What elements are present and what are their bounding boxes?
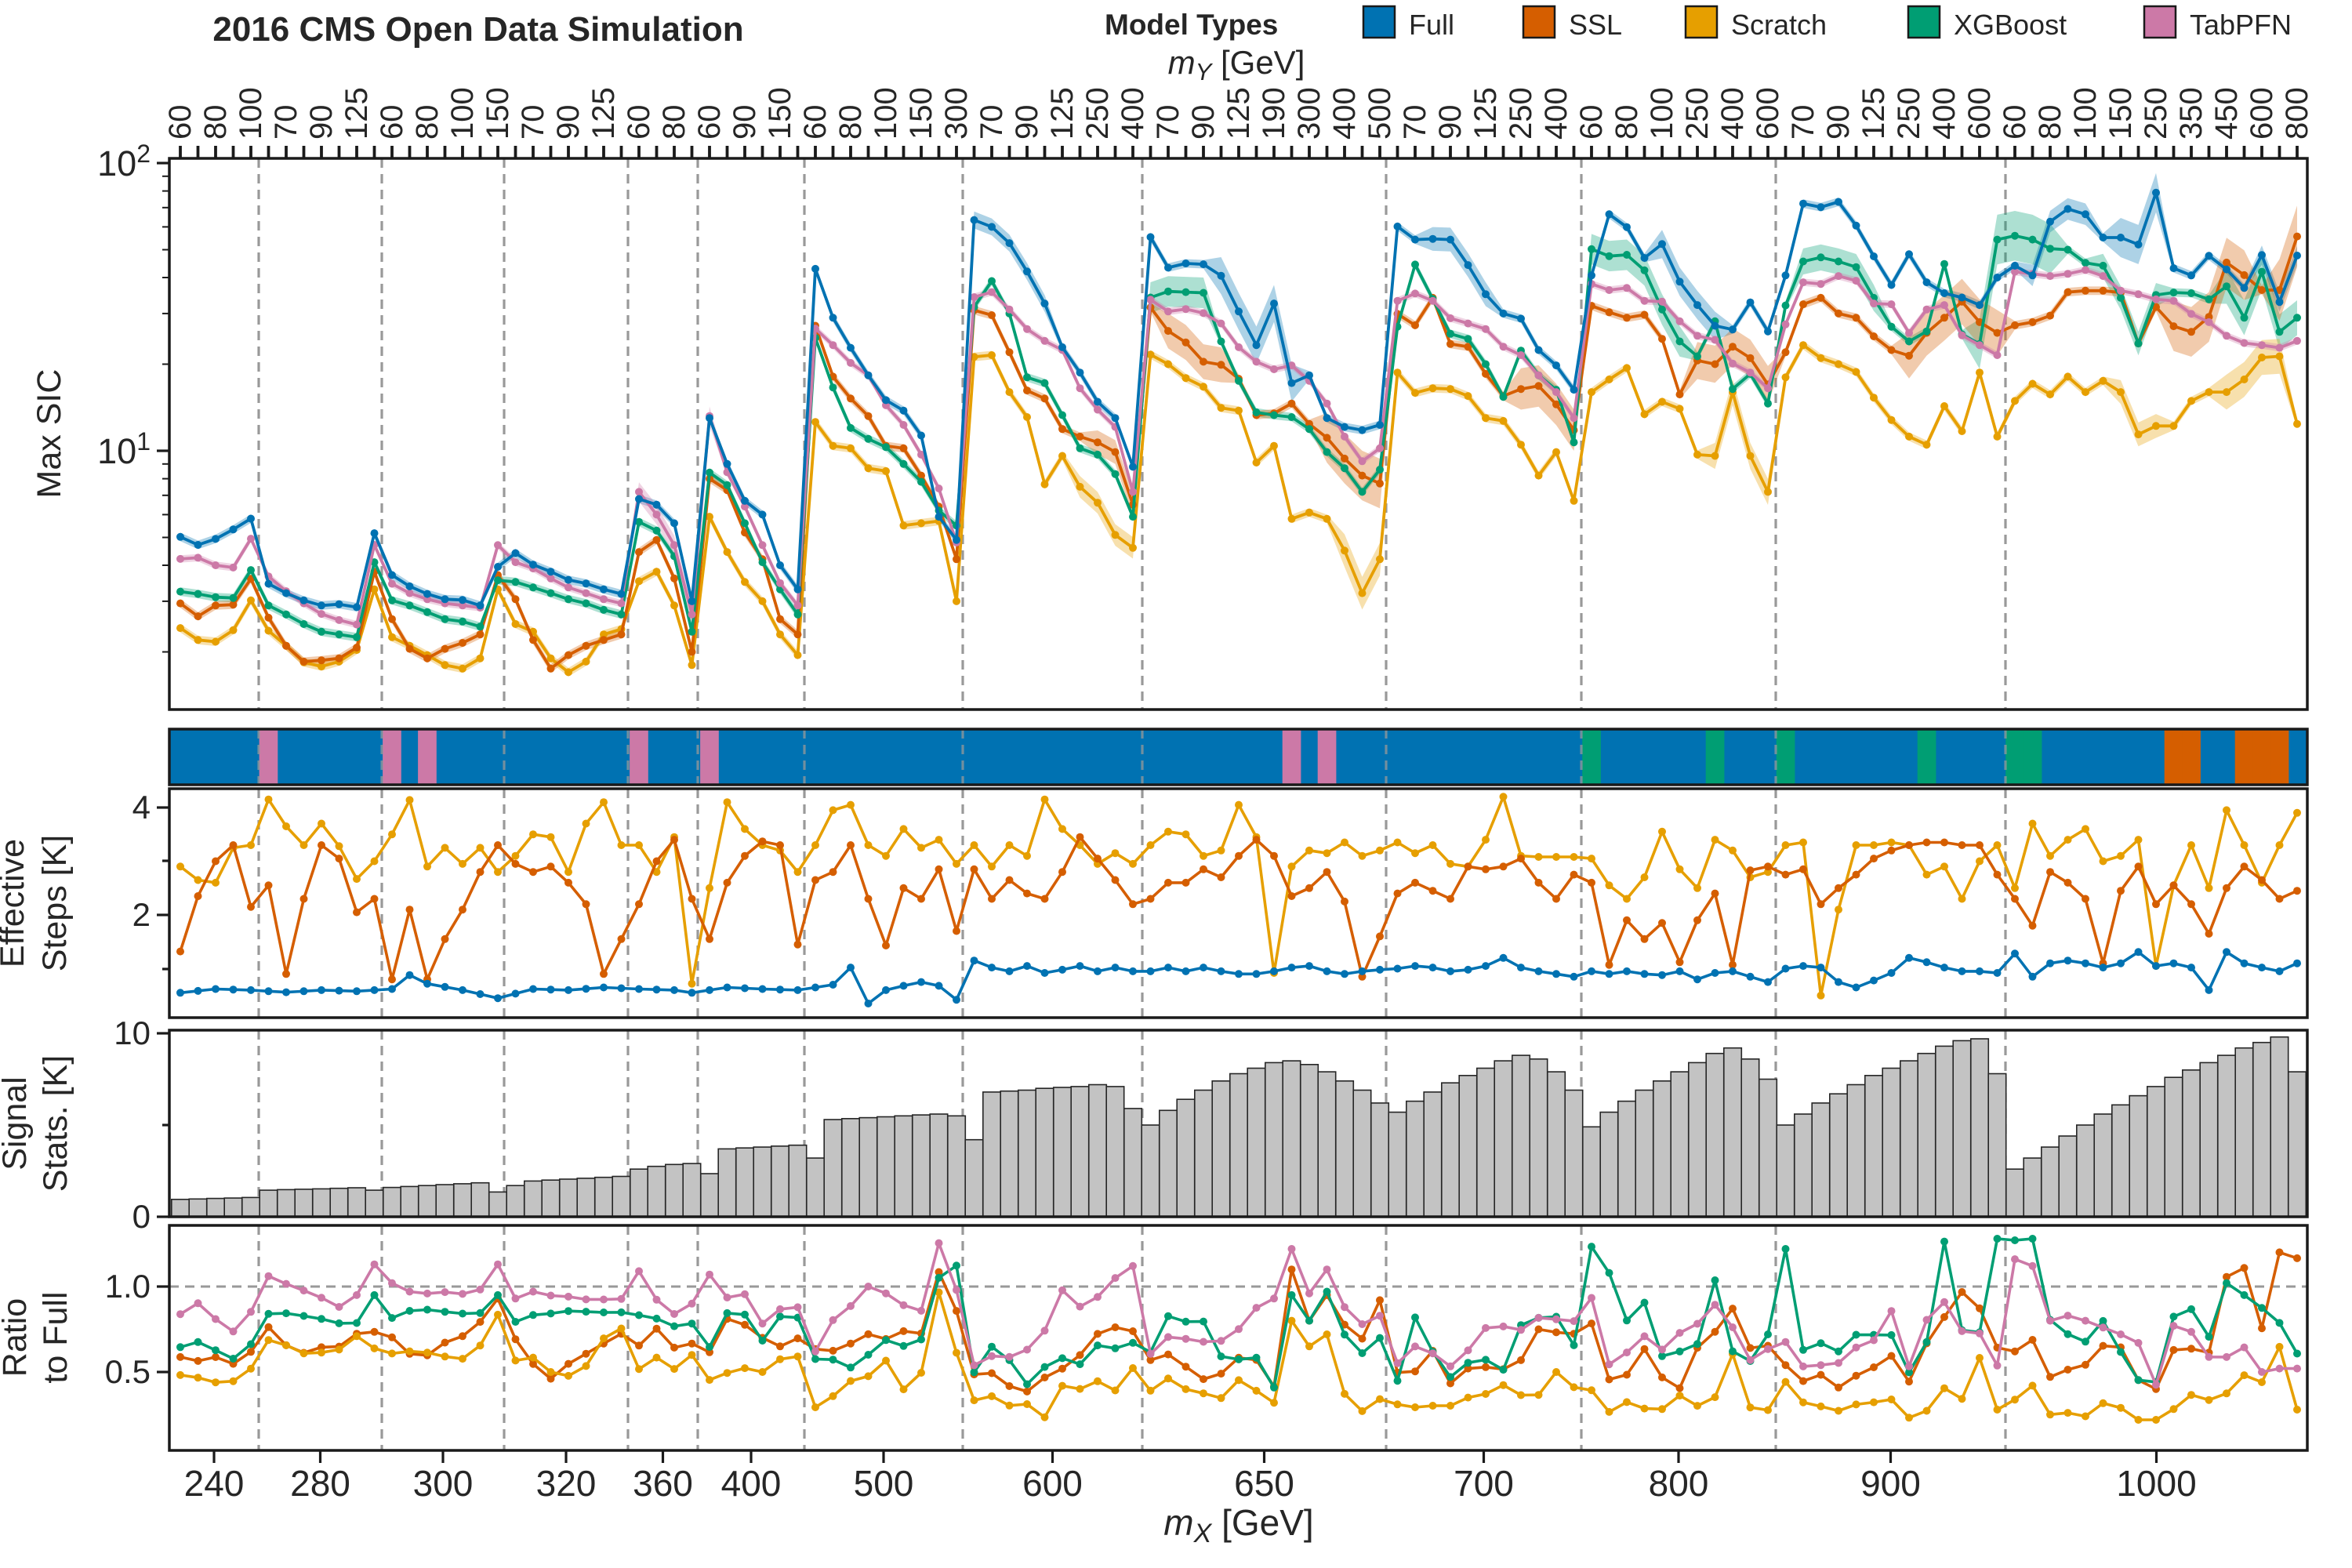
svg-text:125: 125 [1468, 87, 1503, 140]
svg-text:400: 400 [1116, 87, 1150, 140]
svg-text:100: 100 [1645, 87, 1679, 140]
svg-text:250: 250 [1680, 87, 1715, 140]
svg-text:60: 60 [1574, 105, 1609, 140]
svg-text:320: 320 [536, 1463, 597, 1504]
svg-text:80: 80 [198, 105, 233, 140]
svg-text:400: 400 [1715, 87, 1750, 140]
svg-text:90: 90 [1433, 105, 1468, 140]
svg-text:70: 70 [975, 105, 1009, 140]
svg-text:125: 125 [339, 87, 374, 140]
svg-text:70: 70 [1398, 105, 1432, 140]
svg-text:80: 80 [2033, 105, 2067, 140]
svg-text:500: 500 [854, 1463, 914, 1504]
svg-text:0.5: 0.5 [105, 1353, 151, 1390]
svg-text:60: 60 [1998, 105, 2032, 140]
svg-text:400: 400 [721, 1463, 782, 1504]
svg-text:60: 60 [163, 105, 198, 140]
svg-text:80: 80 [1610, 105, 1644, 140]
svg-text:150: 150 [904, 87, 938, 140]
svg-text:90: 90 [1821, 105, 1856, 140]
svg-text:400: 400 [1327, 87, 1362, 140]
svg-text:125: 125 [1221, 87, 1256, 140]
svg-text:70: 70 [269, 105, 303, 140]
svg-text:Scratch: Scratch [1731, 9, 1827, 41]
svg-text:SSL: SSL [1569, 9, 1622, 41]
svg-text:250: 250 [1504, 87, 1538, 140]
svg-text:500: 500 [1363, 87, 1397, 140]
svg-text:Effective: Effective [0, 839, 31, 967]
svg-text:mX [GeV]: mX [GeV] [1163, 1502, 1313, 1548]
svg-text:240: 240 [184, 1463, 245, 1504]
svg-text:70: 70 [516, 105, 550, 140]
svg-text:Ratio: Ratio [0, 1298, 34, 1377]
svg-text:150: 150 [763, 87, 797, 140]
svg-text:100: 100 [234, 87, 268, 140]
svg-text:125: 125 [586, 87, 621, 140]
svg-text:XGBoost: XGBoost [1954, 9, 2067, 41]
svg-text:60: 60 [692, 105, 727, 140]
svg-text:Model Types: Model Types [1105, 9, 1278, 41]
svg-text:4: 4 [132, 789, 151, 826]
svg-text:80: 80 [657, 105, 691, 140]
svg-text:TabPFN: TabPFN [2190, 9, 2292, 41]
svg-text:to Full: to Full [37, 1291, 74, 1383]
svg-text:90: 90 [1186, 105, 1221, 140]
svg-text:800: 800 [2280, 87, 2314, 140]
svg-text:300: 300 [939, 87, 974, 140]
svg-text:600: 600 [1962, 87, 1997, 140]
svg-text:1.0: 1.0 [105, 1268, 151, 1305]
svg-text:Stats. [K]: Stats. [K] [37, 1055, 74, 1192]
svg-text:10: 10 [114, 1014, 151, 1051]
svg-text:mY [GeV]: mY [GeV] [1168, 44, 1305, 85]
svg-text:700: 700 [1454, 1463, 1514, 1504]
svg-text:60: 60 [622, 105, 656, 140]
svg-text:60: 60 [798, 105, 833, 140]
svg-text:Full: Full [1409, 9, 1454, 41]
svg-text:100: 100 [2068, 87, 2103, 140]
svg-text:1000: 1000 [2116, 1463, 2196, 1504]
svg-text:2: 2 [132, 896, 151, 933]
svg-text:400: 400 [1539, 87, 1573, 140]
svg-text:300: 300 [1292, 87, 1327, 140]
svg-text:150: 150 [481, 87, 515, 140]
svg-text:450: 450 [2209, 87, 2244, 140]
svg-text:100: 100 [445, 87, 480, 140]
svg-text:190: 190 [1257, 87, 1291, 140]
svg-text:250: 250 [1080, 87, 1115, 140]
svg-text:250: 250 [1892, 87, 1926, 140]
svg-text:250: 250 [2139, 87, 2173, 140]
svg-text:150: 150 [2103, 87, 2138, 140]
svg-text:80: 80 [410, 105, 445, 140]
svg-text:101: 101 [97, 427, 151, 471]
svg-text:600: 600 [2245, 87, 2279, 140]
svg-text:125: 125 [1045, 87, 1080, 140]
svg-text:600: 600 [1751, 87, 1785, 140]
svg-text:Max SIC: Max SIC [31, 369, 68, 499]
svg-text:280: 280 [290, 1463, 350, 1504]
svg-text:90: 90 [728, 105, 762, 140]
svg-text:Steps [K]: Steps [K] [36, 835, 74, 971]
svg-text:70: 70 [1786, 105, 1820, 140]
svg-text:300: 300 [413, 1463, 474, 1504]
svg-text:90: 90 [304, 105, 339, 140]
svg-text:90: 90 [551, 105, 586, 140]
svg-text:350: 350 [2174, 87, 2209, 140]
svg-text:Signal: Signal [0, 1076, 34, 1171]
svg-text:600: 600 [1022, 1463, 1083, 1504]
svg-text:2016 CMS Open Data Simulation: 2016 CMS Open Data Simulation [212, 10, 743, 49]
svg-text:800: 800 [1649, 1463, 1709, 1504]
svg-text:900: 900 [1860, 1463, 1921, 1504]
svg-text:400: 400 [1927, 87, 1962, 140]
svg-text:360: 360 [633, 1463, 693, 1504]
svg-text:90: 90 [1010, 105, 1044, 140]
svg-text:100: 100 [869, 87, 903, 140]
svg-text:125: 125 [1857, 87, 1891, 140]
svg-text:60: 60 [375, 105, 409, 140]
svg-text:0: 0 [132, 1198, 151, 1235]
svg-text:650: 650 [1234, 1463, 1294, 1504]
svg-text:70: 70 [1151, 105, 1185, 140]
svg-text:80: 80 [833, 105, 868, 140]
